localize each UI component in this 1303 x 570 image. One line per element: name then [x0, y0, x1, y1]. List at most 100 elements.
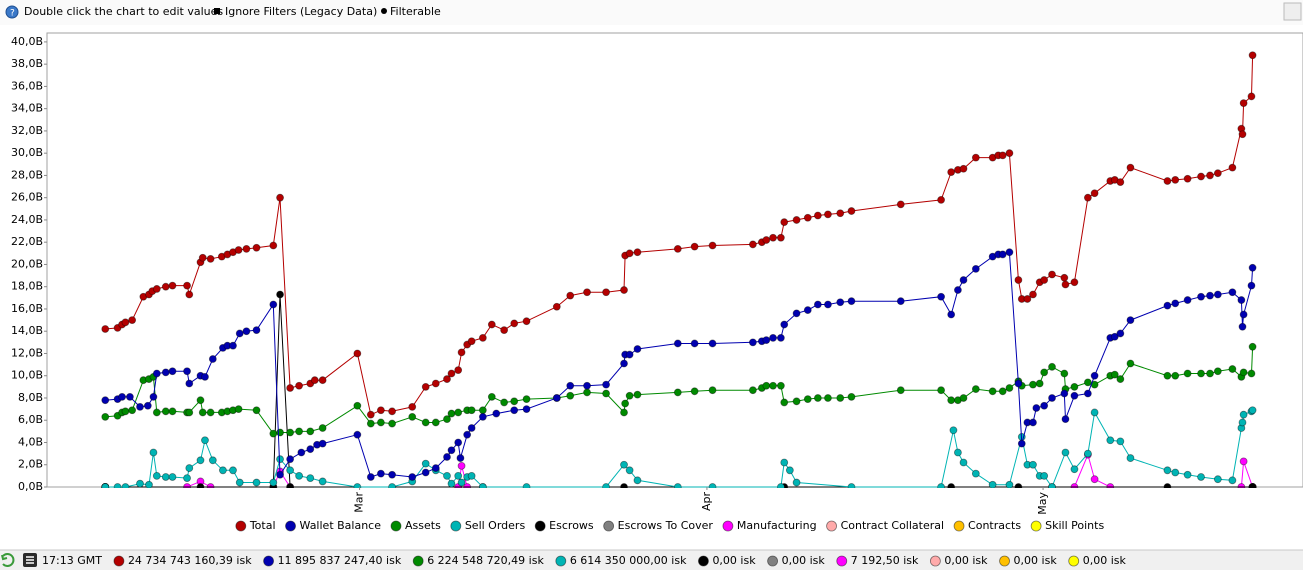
- data-point: [113, 483, 122, 488]
- data-point: [136, 402, 144, 411]
- data-point: [776, 381, 785, 390]
- data-point: [149, 392, 158, 401]
- y-tick-label: 14,0B: [11, 324, 43, 337]
- data-point: [971, 265, 980, 273]
- data-point: [252, 326, 261, 335]
- data-point: [295, 381, 303, 390]
- settings-button[interactable]: [1283, 2, 1302, 21]
- legend-marker: [285, 520, 296, 532]
- data-point: [1183, 296, 1192, 304]
- legend-marker: [826, 520, 837, 532]
- data-point: [201, 372, 209, 381]
- data-point: [780, 218, 789, 227]
- data-point: [1070, 465, 1079, 474]
- y-tick-label: 24,0B: [11, 213, 43, 226]
- data-point: [286, 384, 295, 392]
- data-point: [947, 483, 956, 488]
- data-point: [959, 458, 968, 467]
- data-point: [1070, 278, 1079, 287]
- status-total: 24 734 743 160,39 isk: [128, 554, 252, 567]
- legend: Total Wallet Balance Assets Sell Orders Escr…: [235, 519, 1104, 532]
- data-point: [306, 445, 315, 454]
- legend-label: Escrows: [549, 519, 594, 532]
- data-point: [1040, 368, 1049, 377]
- status-marker: [1068, 555, 1080, 567]
- data-point: [954, 448, 962, 457]
- data-point: [762, 381, 771, 390]
- data-point: [522, 317, 531, 326]
- help-icon[interactable]: [5, 5, 19, 19]
- data-point: [896, 297, 905, 306]
- data-point: [620, 286, 628, 294]
- status-total: 0,00 isk: [1083, 554, 1127, 567]
- data-point: [947, 168, 956, 176]
- legend-label: Manufacturing: [737, 519, 817, 532]
- data-point: [1061, 280, 1070, 289]
- data-point: [1213, 290, 1222, 299]
- data-point: [620, 460, 628, 469]
- status-bar: [0, 550, 1303, 570]
- data-point: [1239, 457, 1248, 466]
- data-point: [583, 288, 591, 297]
- data-point: [276, 455, 284, 464]
- data-point: [196, 483, 205, 488]
- data-point: [1029, 418, 1037, 427]
- data-point: [467, 471, 476, 480]
- data-point: [149, 448, 158, 457]
- legend-label: Contracts: [968, 519, 1021, 532]
- status-marker: [929, 555, 941, 567]
- data-point: [408, 473, 417, 481]
- filterable[interactable]: Filterable: [390, 5, 441, 18]
- data-point: [443, 415, 451, 424]
- data-point: [625, 466, 634, 475]
- data-point: [443, 375, 451, 383]
- data-point: [500, 326, 509, 335]
- data-point: [1090, 189, 1099, 198]
- data-point: [276, 428, 284, 437]
- legend-label: Assets: [405, 519, 441, 532]
- data-point: [447, 409, 456, 418]
- data-point: [183, 281, 191, 290]
- data-point: [208, 456, 217, 465]
- ignore-filters[interactable]: Ignore Filters (Legacy Data): [225, 5, 377, 18]
- data-point: [318, 439, 327, 448]
- data-point: [161, 407, 170, 416]
- menu-glyph: [26, 556, 34, 564]
- data-point: [1248, 483, 1257, 488]
- y-tick-label: 30,0B: [11, 146, 43, 159]
- data-point: [1171, 371, 1180, 380]
- y-tick-label: 40,0B: [11, 35, 43, 48]
- data-point: [376, 418, 385, 427]
- refresh-icon[interactable]: [1, 553, 15, 567]
- data-point: [101, 483, 110, 488]
- data-point: [1247, 369, 1256, 378]
- legend-label: Escrows To Cover: [618, 519, 714, 532]
- data-point: [792, 397, 801, 406]
- data-point: [1197, 473, 1205, 481]
- data-point: [388, 470, 396, 479]
- data-point: [1029, 460, 1037, 469]
- data-point: [1239, 368, 1248, 377]
- data-point: [295, 471, 303, 480]
- data-point: [510, 397, 519, 406]
- data-point: [478, 412, 487, 421]
- data-point: [1070, 391, 1079, 400]
- data-point: [748, 240, 757, 249]
- data-point: [229, 466, 237, 475]
- legend-label: Total: [249, 519, 276, 532]
- status-time: 17:13 GMT: [42, 554, 102, 567]
- data-point: [792, 309, 801, 318]
- data-point: [1035, 379, 1044, 388]
- data-point: [487, 320, 496, 329]
- data-point: [1005, 248, 1014, 257]
- data-point: [625, 391, 634, 400]
- status-total: 6 224 548 720,49 isk: [427, 554, 544, 567]
- data-point: [937, 196, 946, 204]
- data-point: [1206, 369, 1214, 378]
- data-point: [1110, 332, 1119, 341]
- legend-marker: [534, 520, 546, 532]
- data-point: [1163, 177, 1172, 185]
- status-marker: [836, 555, 848, 567]
- data-point: [318, 424, 327, 432]
- data-point: [185, 408, 194, 417]
